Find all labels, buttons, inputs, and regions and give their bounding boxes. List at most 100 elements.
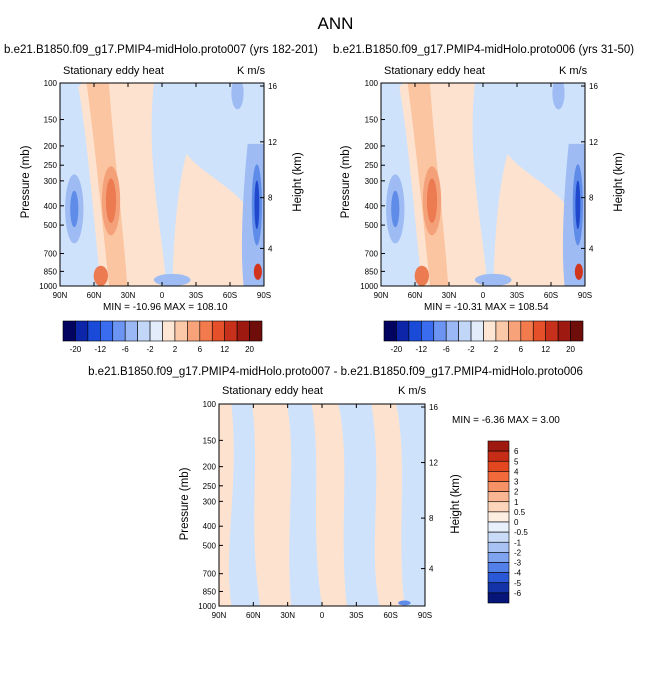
y-tick-label: 850 bbox=[365, 267, 379, 276]
colorbar-label: -6 bbox=[122, 345, 130, 354]
panel-2-subtitle-right: K m/s bbox=[559, 65, 588, 77]
colorbar-swatch bbox=[174, 320, 188, 342]
x-tick-label: 60S bbox=[223, 291, 237, 300]
colorbar-swatch bbox=[100, 320, 114, 342]
x-tick-label: 60S bbox=[544, 291, 558, 300]
y-right-tick-label: 4 bbox=[589, 244, 594, 253]
panel-1-stats: MIN = -10.96 MAX = 108.10 bbox=[103, 302, 228, 313]
y-right-tick-label: 16 bbox=[268, 82, 277, 91]
colorbar-swatch bbox=[487, 572, 510, 584]
colorbar-label: 5 bbox=[514, 457, 519, 466]
colorbar-swatch bbox=[520, 320, 534, 342]
y-tick-label: 850 bbox=[44, 267, 58, 276]
colorbar-label: -12 bbox=[95, 345, 107, 354]
y-tick-label: 200 bbox=[365, 142, 379, 151]
colorbar-panel-2: -20 -12 -6 -2 2 6 12 20 bbox=[383, 320, 584, 354]
colorbar-swatch bbox=[487, 582, 510, 594]
positive-strip-3 bbox=[311, 404, 347, 606]
colorbar-swatch bbox=[487, 531, 510, 543]
colorbar-swatch bbox=[487, 541, 510, 553]
panel-1-axes: 90N 60N 30N 0 30S 60S 90S 100 150 200 250 300 400 500… bbox=[39, 79, 277, 300]
colorbar-swatch bbox=[408, 320, 422, 342]
colorbar-swatch bbox=[508, 320, 522, 342]
colorbar-swatch bbox=[487, 440, 510, 452]
y-tick-label: 150 bbox=[44, 116, 58, 125]
colorbar-label: 12 bbox=[541, 345, 550, 354]
negative-surface bbox=[474, 273, 512, 286]
colorbar-label: -2 bbox=[468, 345, 476, 354]
panel-2-title: b.e21.B1850.f09_g17.PMIP4-midHolo.proto0… bbox=[333, 44, 635, 56]
colorbar-label: 2 bbox=[514, 488, 519, 497]
panel-1-subtitle-right: K m/s bbox=[237, 65, 266, 77]
y-tick-label: 700 bbox=[203, 570, 217, 579]
colorbar-label: -6 bbox=[514, 589, 522, 598]
colorbar-swatch bbox=[487, 562, 510, 573]
positive-region-south bbox=[493, 154, 569, 286]
y-tick-label: 400 bbox=[365, 202, 379, 211]
y-right-tick-label: 12 bbox=[429, 459, 438, 468]
x-tick-label: 30S bbox=[189, 291, 203, 300]
colorbar-swatch bbox=[487, 481, 510, 492]
positive-region-south bbox=[172, 154, 248, 286]
x-tick-label: 60N bbox=[87, 291, 102, 300]
y-tick-label: 100 bbox=[203, 400, 217, 409]
y-tick-label: 100 bbox=[365, 79, 379, 88]
y-tick-label: 300 bbox=[203, 497, 217, 506]
panel-3-axes: 90N 60N 30N 0 30S 60S 90S 100 150 200 250 300 400 500… bbox=[198, 400, 438, 620]
colorbar-swatch bbox=[487, 501, 510, 513]
colorbar-swatch bbox=[62, 320, 76, 342]
colorbar-label: 2 bbox=[494, 345, 499, 354]
y-tick-label: 150 bbox=[203, 436, 217, 445]
positive-strip-4 bbox=[371, 404, 405, 606]
colorbar-swatch bbox=[495, 320, 509, 342]
y-tick-label: 850 bbox=[203, 587, 217, 596]
panel-2-field bbox=[380, 82, 586, 287]
colorbar-swatch bbox=[199, 320, 213, 342]
colorbar-swatch bbox=[487, 521, 510, 533]
colorbar-label: 4 bbox=[514, 467, 519, 476]
panel-2-subtitle-left: Stationary eddy heat bbox=[384, 65, 485, 77]
x-tick-label: 30N bbox=[121, 291, 136, 300]
colorbar-label: -12 bbox=[416, 345, 428, 354]
y-right-tick-label: 8 bbox=[429, 514, 434, 523]
y-tick-label: 500 bbox=[44, 221, 58, 230]
panel-1-subtitle-left: Stationary eddy heat bbox=[63, 65, 164, 77]
positive-strip-1 bbox=[219, 404, 234, 606]
y-right-tick-label: 16 bbox=[429, 403, 438, 412]
colorbar-swatch bbox=[433, 320, 447, 342]
colorbar-label: -3 bbox=[514, 559, 522, 568]
x-tick-label: 0 bbox=[481, 291, 486, 300]
y-tick-label: 200 bbox=[44, 142, 58, 151]
x-tick-label: 90S bbox=[418, 611, 432, 620]
colorbar-label: -6 bbox=[443, 345, 451, 354]
colorbar-swatch bbox=[187, 320, 201, 342]
colorbar-swatch bbox=[483, 320, 497, 342]
colorbar-swatch bbox=[532, 320, 546, 342]
colorbar-swatch bbox=[383, 320, 397, 342]
colorbar-label: 20 bbox=[566, 345, 575, 354]
x-tick-label: 90S bbox=[257, 291, 271, 300]
colorbar-swatch bbox=[487, 592, 510, 604]
figure-title: ANN bbox=[317, 14, 354, 33]
negative-upper-south bbox=[231, 83, 244, 110]
negative-upper-south bbox=[552, 83, 565, 110]
colorbar-label: -20 bbox=[391, 345, 403, 354]
colorbar-swatch bbox=[224, 320, 238, 342]
colorbar-swatch bbox=[137, 320, 151, 342]
y-tick-label: 1000 bbox=[39, 282, 57, 291]
x-tick-label: 30N bbox=[280, 611, 295, 620]
colorbar-label: 0 bbox=[514, 518, 519, 527]
colorbar-label: -5 bbox=[514, 579, 522, 588]
y-tick-label: 400 bbox=[203, 522, 217, 531]
colorbar-label: -0.5 bbox=[514, 528, 528, 537]
colorbar-label: -2 bbox=[514, 548, 522, 557]
colorbar-swatch bbox=[487, 552, 510, 563]
y-tick-label: 700 bbox=[365, 250, 379, 259]
colorbar-label: -20 bbox=[70, 345, 82, 354]
positive-south-surface bbox=[574, 263, 583, 280]
x-tick-label: 90S bbox=[578, 291, 592, 300]
x-tick-label: 60N bbox=[408, 291, 423, 300]
x-tick-label: 30N bbox=[442, 291, 457, 300]
y-right-tick-label: 4 bbox=[268, 244, 273, 253]
